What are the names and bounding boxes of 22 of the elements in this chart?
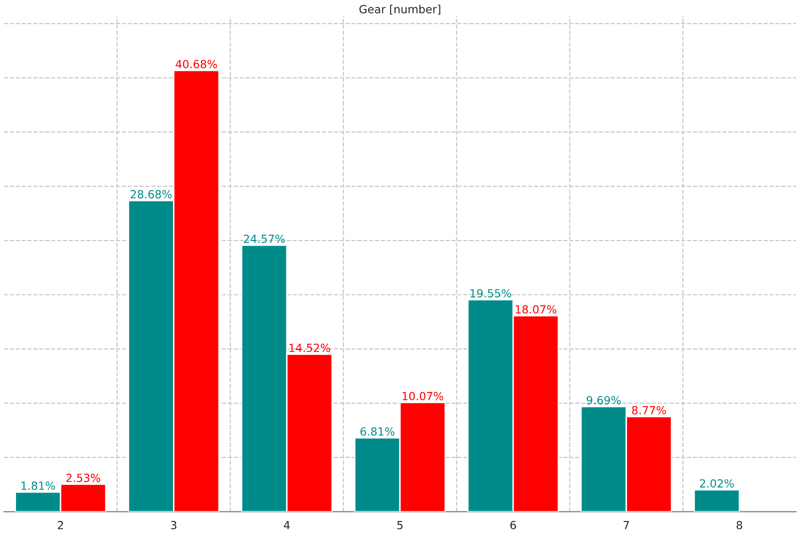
data-label: 28.68% <box>130 190 172 198</box>
data-label: 2.53% <box>66 474 100 482</box>
data-label: 24.57% <box>244 234 285 244</box>
chart-title: Gear [number] <box>359 4 440 15</box>
data-label: 10.07% <box>402 392 444 400</box>
x-tick-label: 2 <box>58 520 63 530</box>
data-label: 19.55% <box>470 289 512 298</box>
bar <box>693 489 740 512</box>
data-label: 40.68% <box>176 60 217 68</box>
x-tick-label: 3 <box>171 520 176 530</box>
data-label: 9.69% <box>586 396 621 404</box>
x-tick-label: 4 <box>284 521 290 530</box>
data-label: 2.02% <box>700 479 734 488</box>
data-label: 1.81% <box>22 481 55 490</box>
data-label: 18.07% <box>516 305 556 314</box>
data-label: 6.81% <box>360 427 394 436</box>
x-tick-label: 8 <box>736 520 742 530</box>
data-label: 14.52% <box>290 344 330 352</box>
data-label: 8.77% <box>632 406 666 414</box>
x-tick-label: 6 <box>510 520 516 530</box>
x-tick-label: 5 <box>397 521 403 530</box>
x-tick-label: 7 <box>624 521 629 530</box>
